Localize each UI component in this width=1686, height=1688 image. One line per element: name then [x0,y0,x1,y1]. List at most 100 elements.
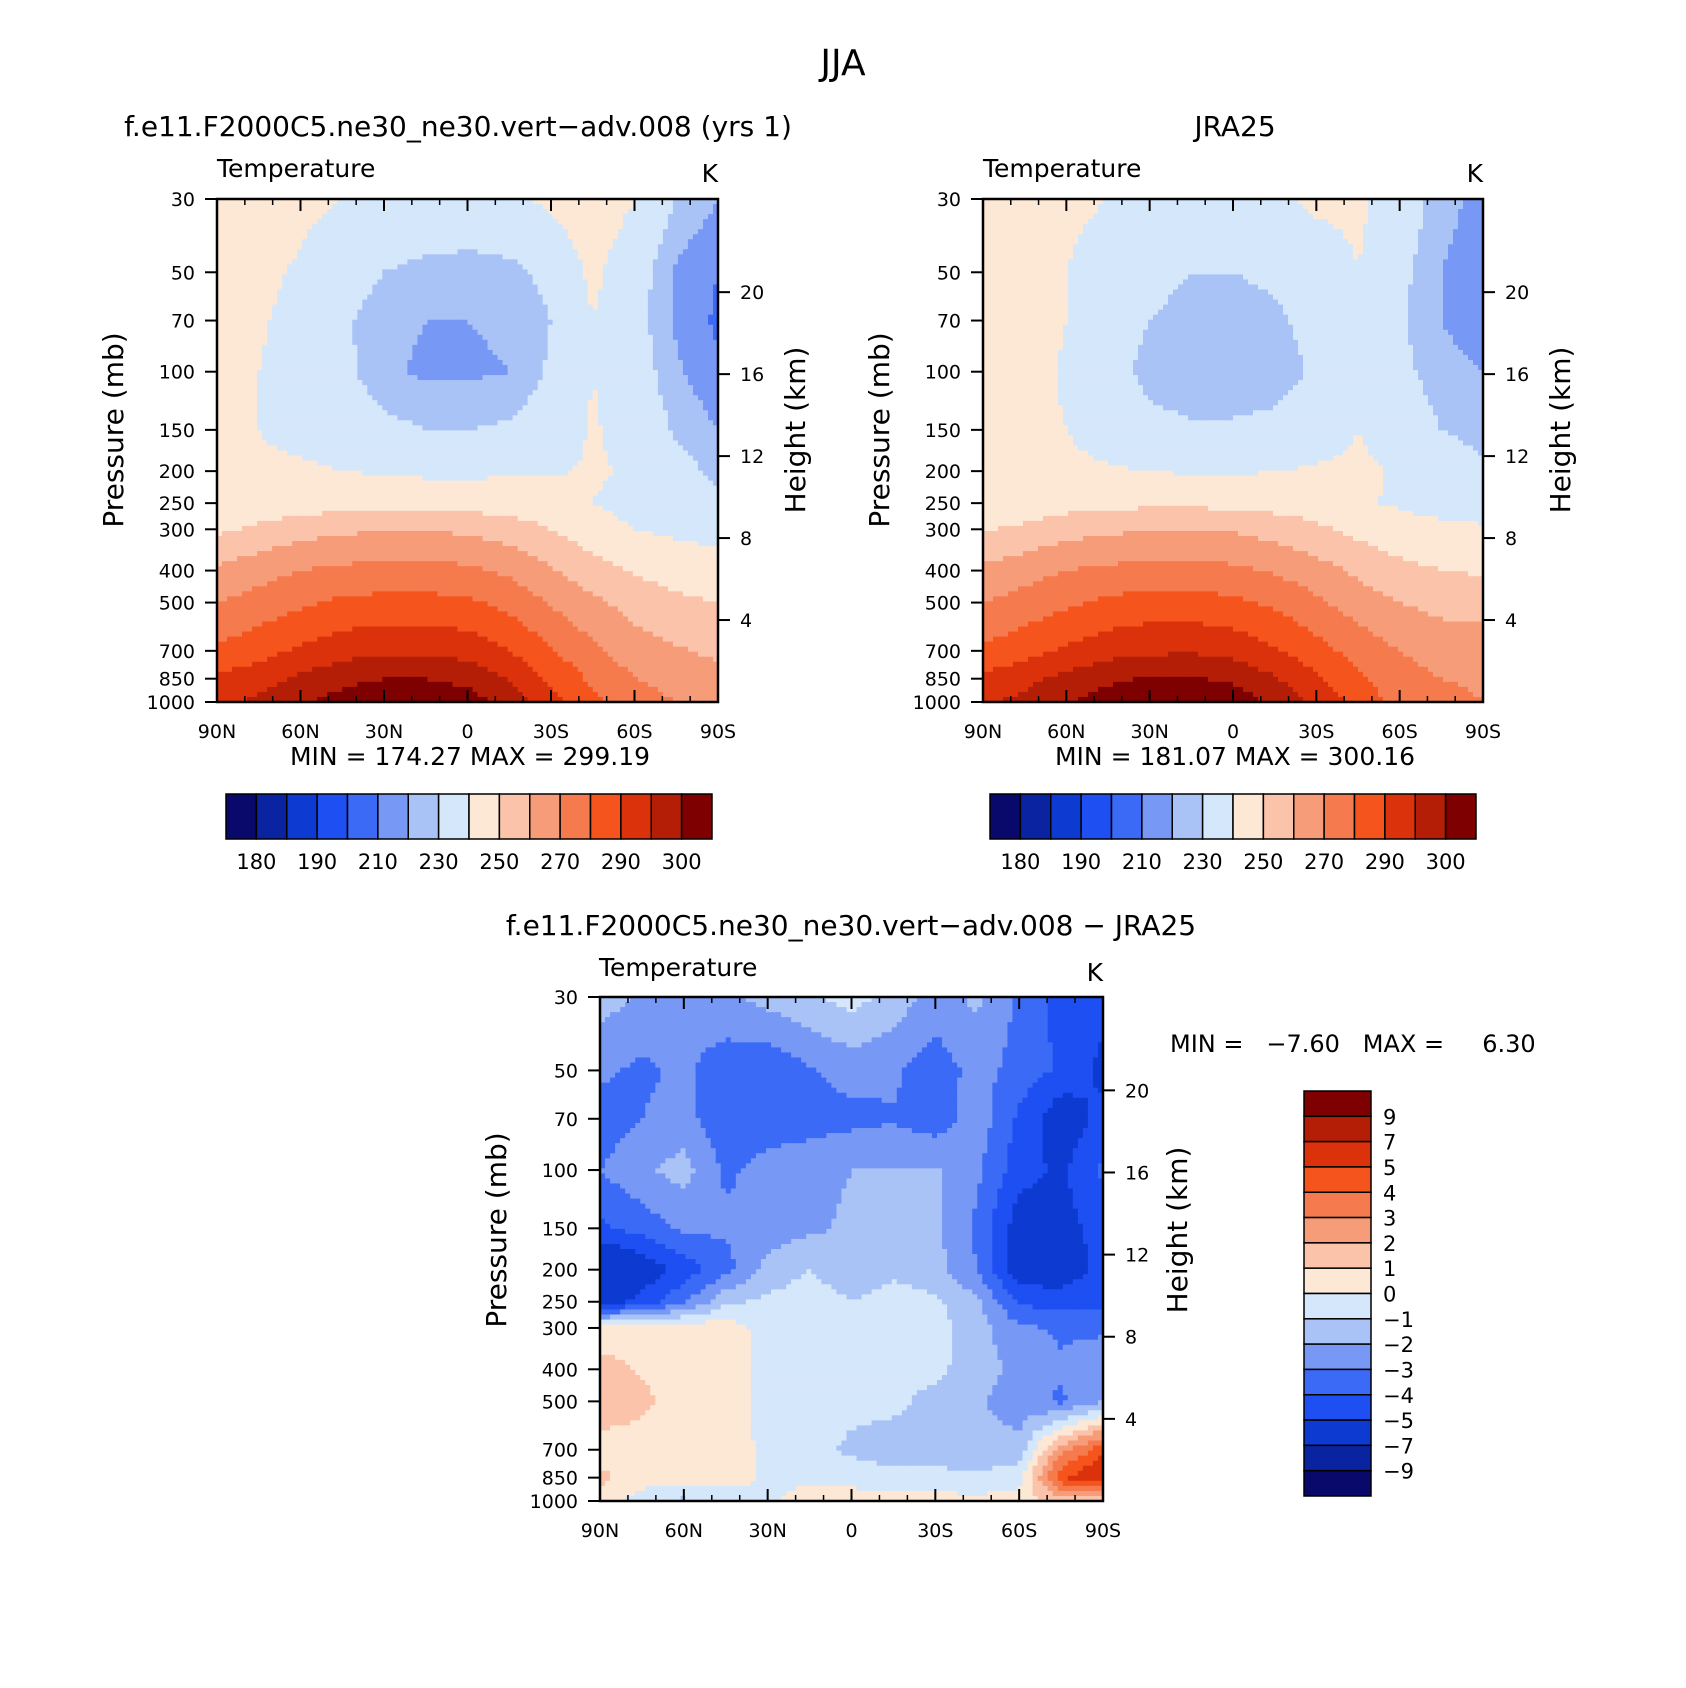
field-cell [352,274,358,280]
field-cell [583,219,589,225]
field-cell [377,310,383,316]
field-cell [633,269,639,275]
field-cell [272,269,278,275]
field-cell [598,249,604,255]
field-cell [503,219,509,225]
field-cell [457,254,463,260]
field-cell [227,224,233,230]
field-cell [457,274,463,280]
field-cell [658,214,664,220]
field-cell [648,310,654,316]
field-cell [297,249,303,255]
field-cell [402,269,408,275]
field-cell [673,290,679,296]
field-cell [332,285,338,291]
field-cell [252,244,258,250]
field-cell [548,239,554,245]
field-cell [498,310,504,316]
field-cell [548,295,554,301]
field-cell [377,300,383,306]
field-cell [242,259,248,265]
field-cell [292,279,298,285]
field-cell [593,290,599,296]
field-cell [628,310,634,316]
field-cell [703,285,709,291]
field-cell [503,244,509,250]
field-cell [468,290,474,296]
field-cell [528,239,534,245]
field-cell [267,209,273,215]
field-cell [553,249,559,255]
field-cell [257,249,263,255]
field-cell [297,269,303,275]
field-cell [578,295,584,301]
field-cell [678,310,684,316]
field-cell [272,300,278,306]
field-cell [322,305,328,311]
field-cell [493,274,499,280]
field-cell [397,204,403,210]
field-cell [563,254,569,260]
field-cell [302,204,308,210]
field-cell [432,239,438,245]
field-cell [588,279,594,285]
field-cell [307,234,313,240]
field-cell [623,300,629,306]
field-cell [437,269,443,275]
field-cell [648,290,654,296]
field-cell [382,249,388,255]
field-cell [568,285,574,291]
field-cell [437,229,443,235]
field-cell [437,259,443,265]
field-cell [658,209,664,215]
field-cell [493,269,499,275]
field-cell [462,224,468,230]
field-cell [397,249,403,255]
field-cell [483,249,489,255]
field-cell [407,234,413,240]
field-cell [548,300,554,306]
field-cell [548,274,554,280]
field-cell [417,229,423,235]
field-cell [247,279,253,285]
field-cell [618,254,624,260]
field-cell [573,295,579,301]
field-cell [237,239,243,245]
field-cell [603,204,609,210]
field-cell [673,300,679,306]
field-cell [608,229,614,235]
field-cell [397,254,403,260]
field-cell [508,295,514,301]
field-cell [232,315,238,321]
field-cell [543,295,549,301]
field-cell [498,209,504,215]
field-cell [498,244,504,250]
field-cell [673,259,679,265]
field-cell [678,234,684,240]
field-cell [518,254,524,260]
field-cell [618,219,624,225]
field-cell [673,279,679,285]
variable-label: Temperature [216,154,375,183]
field-cell [382,234,388,240]
field-cell [558,219,564,225]
field-cell [442,290,448,296]
field-cell [653,209,659,215]
field-cell [422,269,428,275]
field-cell [498,274,504,280]
field-cell [638,264,644,270]
field-cell [367,310,373,316]
field-cell [447,204,453,210]
field-cell [257,264,263,270]
field-cell [653,295,659,301]
field-cell [277,295,283,301]
field-cell [412,315,418,321]
field-cell [558,254,564,260]
field-cell [518,269,524,275]
field-cell [668,229,674,235]
field-cell [357,300,363,306]
field-cell [232,264,238,270]
field-cell [668,219,674,225]
field-cell [523,295,529,301]
field-cell [237,244,243,250]
